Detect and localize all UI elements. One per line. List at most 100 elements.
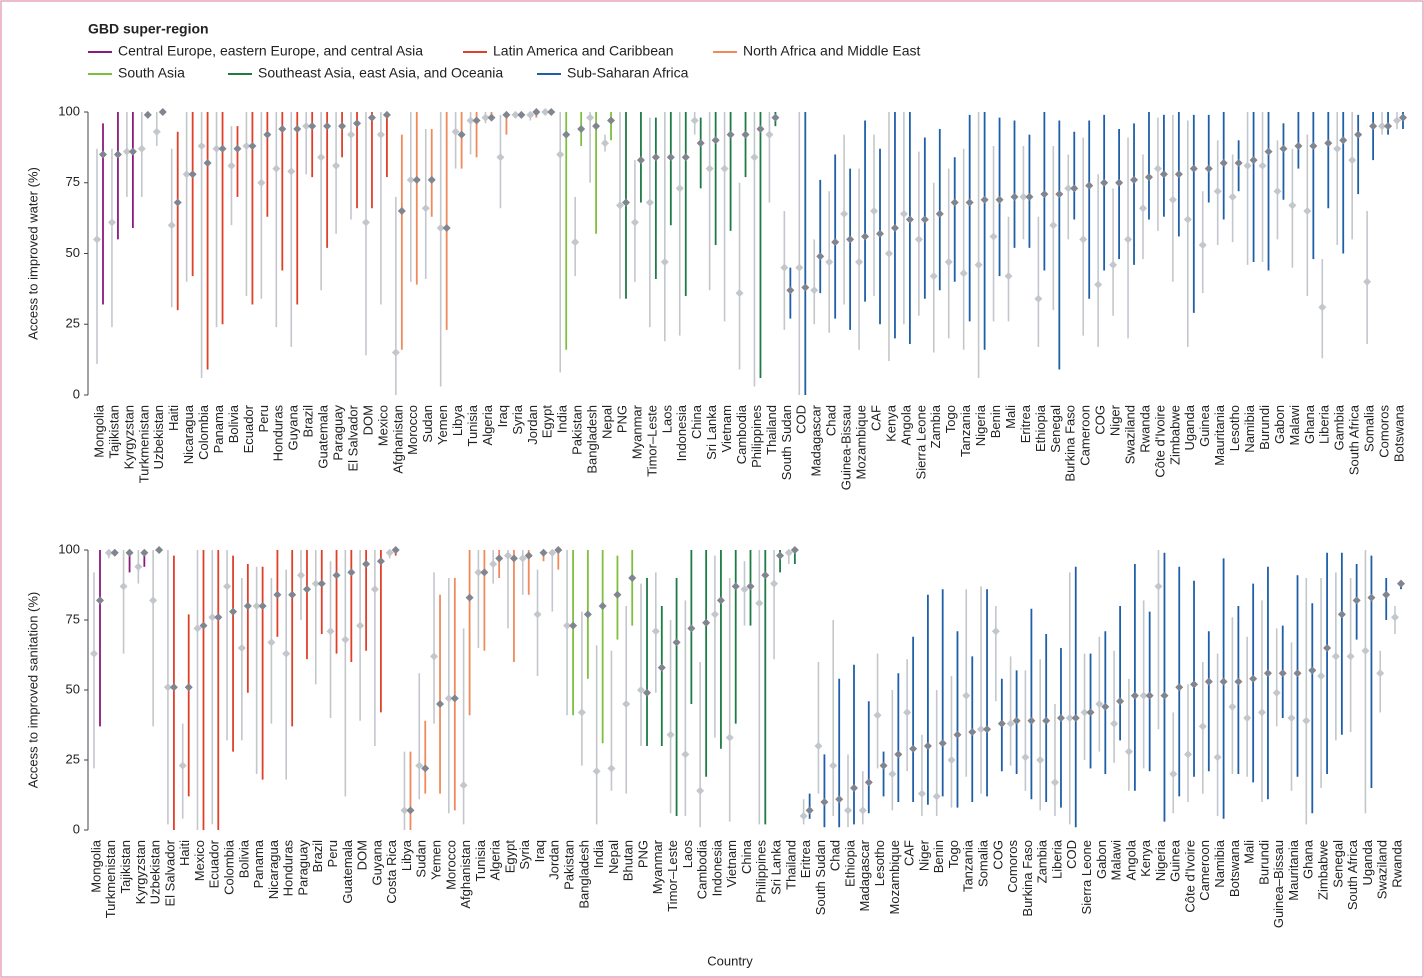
reference-point [932, 792, 941, 801]
x-tick-label: Afghanistan [390, 405, 405, 474]
reference-point [784, 548, 793, 557]
x-tick-label: Botswana [1227, 839, 1242, 897]
legend-label: Southeast Asia, east Asia, and Oceania [258, 65, 503, 81]
point [1085, 181, 1094, 190]
x-tick-label: Sierra Leone [913, 405, 928, 479]
reference-point [1080, 708, 1089, 717]
x-tick-label: Bhutan [621, 840, 636, 881]
reference-point [1138, 204, 1147, 213]
reference-point [780, 263, 789, 272]
x-tick-label: COD [1064, 840, 1079, 869]
x-tick-label: Uzbekistan [148, 840, 163, 904]
point [835, 795, 844, 804]
x-tick-label: Togo [943, 405, 958, 433]
reference-point [1006, 719, 1015, 728]
reference-point [302, 122, 311, 131]
x-tick-label: Myanmar [629, 404, 644, 459]
reference-point [503, 551, 512, 560]
point [1204, 164, 1213, 173]
reference-point [1124, 235, 1133, 244]
x-tick-label: Tanzania [961, 839, 976, 892]
point [547, 108, 556, 116]
point [1324, 139, 1333, 148]
point [938, 739, 947, 748]
point [849, 784, 858, 792]
point [248, 141, 257, 150]
x-tick-label: Burundi [1257, 405, 1272, 450]
reference-point [356, 621, 365, 630]
point [1144, 173, 1153, 182]
reference-point [1079, 235, 1088, 244]
reference-point [675, 184, 684, 193]
reference-point [149, 596, 158, 605]
x-tick-label: Nicaragua [266, 839, 281, 899]
x-tick-label: Mozambique [887, 840, 902, 914]
x-tick-label: Swaziland [1122, 405, 1137, 464]
point [1382, 590, 1391, 599]
x-tick-label: Liberia [1317, 404, 1332, 444]
y-axis-label: Access to improved sanitation (%) [25, 592, 40, 789]
point [1264, 147, 1273, 156]
reference-point [1213, 753, 1222, 762]
reference-point [696, 786, 705, 795]
x-tick-label: Comoros [1376, 405, 1391, 458]
point [450, 694, 459, 703]
reference-point [1331, 652, 1340, 661]
y-tick-label: 25 [66, 316, 80, 331]
reference-point [601, 139, 610, 148]
reference-point [810, 286, 819, 295]
x-tick-label: Honduras [281, 840, 296, 897]
reference-point [391, 348, 400, 357]
point [1010, 192, 1019, 201]
x-tick-label: South Africa [1345, 839, 1360, 910]
reference-point [947, 756, 956, 764]
reference-point [710, 610, 719, 619]
reference-point [1124, 747, 1133, 756]
point [1249, 156, 1258, 165]
x-tick-label: Guinea [1197, 404, 1212, 447]
point [480, 568, 489, 577]
reference-point [287, 167, 296, 176]
x-tick-label: Kyrgyzstan [133, 840, 148, 904]
point [1234, 158, 1243, 167]
point [1145, 691, 1154, 700]
point [846, 235, 855, 244]
reference-point [296, 571, 305, 580]
point [805, 806, 814, 815]
point [909, 744, 918, 753]
x-tick-label: Zambia [1035, 839, 1050, 883]
point [950, 198, 959, 207]
reference-point [991, 627, 1000, 636]
point [980, 195, 989, 204]
x-tick-label: Nepal [599, 405, 614, 439]
point [681, 153, 690, 162]
reference-point [1019, 192, 1028, 201]
reference-point [977, 725, 986, 734]
reference-point [1317, 672, 1326, 680]
point [1337, 610, 1346, 619]
point [923, 742, 932, 750]
x-tick-label: Yemen [428, 840, 443, 880]
point [876, 229, 885, 238]
reference-point [451, 127, 460, 136]
x-tick-label: Ghana [1301, 839, 1316, 879]
reference-point [563, 621, 572, 630]
point [397, 207, 406, 216]
point [140, 548, 149, 557]
point [258, 602, 267, 610]
reference-point [1287, 714, 1296, 722]
point [406, 806, 415, 815]
reference-point [332, 161, 341, 170]
point [487, 113, 496, 122]
reference-point [182, 170, 191, 179]
reference-point [533, 610, 542, 619]
point [1309, 141, 1318, 150]
reference-point [843, 806, 852, 815]
point [323, 122, 332, 131]
x-tick-label: Pakistan [562, 840, 577, 890]
reference-point [873, 711, 882, 720]
point [502, 110, 511, 119]
point [96, 596, 104, 605]
reference-point [518, 554, 527, 563]
point [442, 224, 451, 233]
